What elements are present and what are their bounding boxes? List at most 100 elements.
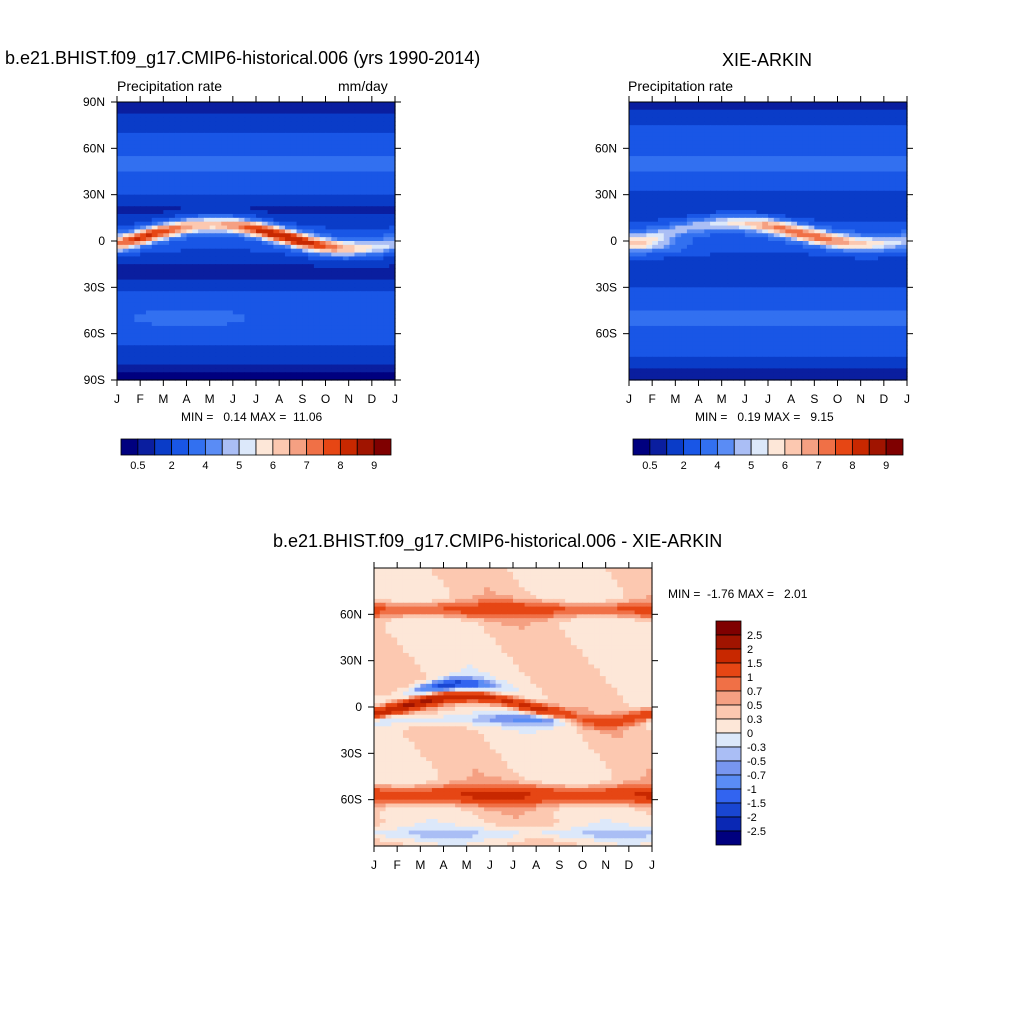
panel2-cell [646, 210, 653, 215]
panel1-cell [244, 167, 251, 173]
panel1-cell [377, 275, 385, 281]
panel1-cell [163, 175, 170, 180]
panel2-cell [866, 136, 873, 142]
panel1-cell [117, 140, 124, 146]
panel2-cell [640, 194, 647, 200]
panel1-cell [122, 287, 130, 292]
panel2-cell [878, 113, 885, 119]
panel2-cell [652, 105, 659, 111]
panel1-cell [186, 333, 193, 339]
panel1-cell [319, 105, 327, 111]
panel1-cell [261, 213, 269, 219]
panel2-cell [849, 213, 856, 219]
panel2-cell [750, 132, 758, 138]
panel1-cell [157, 159, 164, 165]
panel1-cell [337, 372, 344, 377]
panel1-cell [308, 129, 315, 134]
panel1-cell [140, 341, 147, 346]
panel2-cell [634, 125, 642, 130]
panel1-cell [308, 302, 315, 308]
panel1-cell [238, 140, 246, 146]
panel1-cell [308, 287, 315, 292]
panel1-cell [157, 152, 164, 157]
panel1-cell [348, 109, 356, 115]
panel1-cell [296, 283, 303, 288]
panel2-cell [820, 159, 827, 165]
panel2-cell [866, 198, 873, 203]
panel1-cell [256, 291, 263, 296]
panel1-cell [337, 271, 344, 277]
panel1-cell [290, 264, 298, 269]
panel2-cell [831, 125, 839, 130]
panel1-cell [331, 159, 338, 165]
panel1-cell [215, 252, 222, 258]
panel1-cell [377, 271, 385, 277]
panel1-cell [151, 136, 159, 142]
panel2-cell [739, 113, 746, 119]
panel2-cell [721, 136, 729, 142]
panel1-cell [145, 306, 153, 312]
panel2-cell [878, 167, 885, 173]
panel1-cell [203, 186, 211, 192]
panel1-cell [371, 318, 379, 323]
panel1-cell [163, 244, 170, 250]
panel1-cell [192, 175, 199, 180]
panel1-cell [377, 325, 385, 331]
panel2-cell [843, 163, 850, 169]
panel2-cell [895, 213, 902, 219]
panel1-cell [319, 109, 327, 115]
panel1-cell [122, 279, 130, 285]
panel2-cell [640, 210, 647, 215]
panel2-cell [831, 210, 839, 215]
panel1-cell [267, 179, 274, 184]
panel1-cell [261, 295, 269, 300]
panel2-cell [814, 175, 821, 180]
panel1-cell [337, 329, 344, 335]
panel2-cell [721, 194, 729, 200]
panel1-cell [180, 325, 188, 331]
panel2-cell [768, 175, 775, 180]
panel1-cell [122, 306, 130, 312]
panel1-cell [198, 356, 205, 362]
panel2-cell [634, 167, 642, 173]
panel1-cell [308, 194, 315, 200]
panel1-cell [296, 229, 303, 234]
panel1-xtick-label: A [182, 392, 190, 406]
panel1-cell [140, 206, 147, 211]
panel1-cell [232, 264, 240, 269]
panel1-cell [203, 337, 211, 342]
panel1-cell [348, 156, 356, 161]
panel2-cell [710, 102, 717, 107]
panel1-cell [377, 198, 385, 203]
panel1-cell [198, 345, 205, 350]
panel1-cell [174, 217, 182, 223]
panel2-cell [704, 190, 711, 196]
panel1-cell [145, 152, 153, 157]
panel2-cell [872, 198, 879, 203]
panel1-cell [140, 121, 147, 126]
panel2-cell [901, 206, 908, 211]
panel1-cell [180, 225, 188, 231]
panel1-cell [383, 136, 390, 142]
panel1-cell [354, 206, 361, 211]
panel1-cell [134, 109, 141, 115]
panel1-cell [174, 333, 182, 339]
panel1-cell [308, 159, 315, 165]
panel2-cell [762, 121, 769, 126]
panel1-cell [215, 368, 222, 373]
panel1-cell [325, 163, 332, 169]
panel1-cell [279, 264, 286, 269]
panel1-cell [284, 221, 292, 227]
panel1-cell [342, 233, 350, 238]
panel2-cell [854, 144, 862, 149]
panel1-cell [227, 140, 234, 146]
panel1-cell [389, 183, 396, 188]
panel1-cell [250, 213, 257, 219]
panel2-cell [779, 148, 786, 153]
panel1-cell [209, 198, 217, 203]
panel2-cell [860, 159, 868, 165]
panel1-cell [360, 291, 367, 296]
panel1-cell [198, 364, 205, 370]
panel2-cell [710, 159, 717, 165]
panel2-cell [866, 156, 873, 161]
